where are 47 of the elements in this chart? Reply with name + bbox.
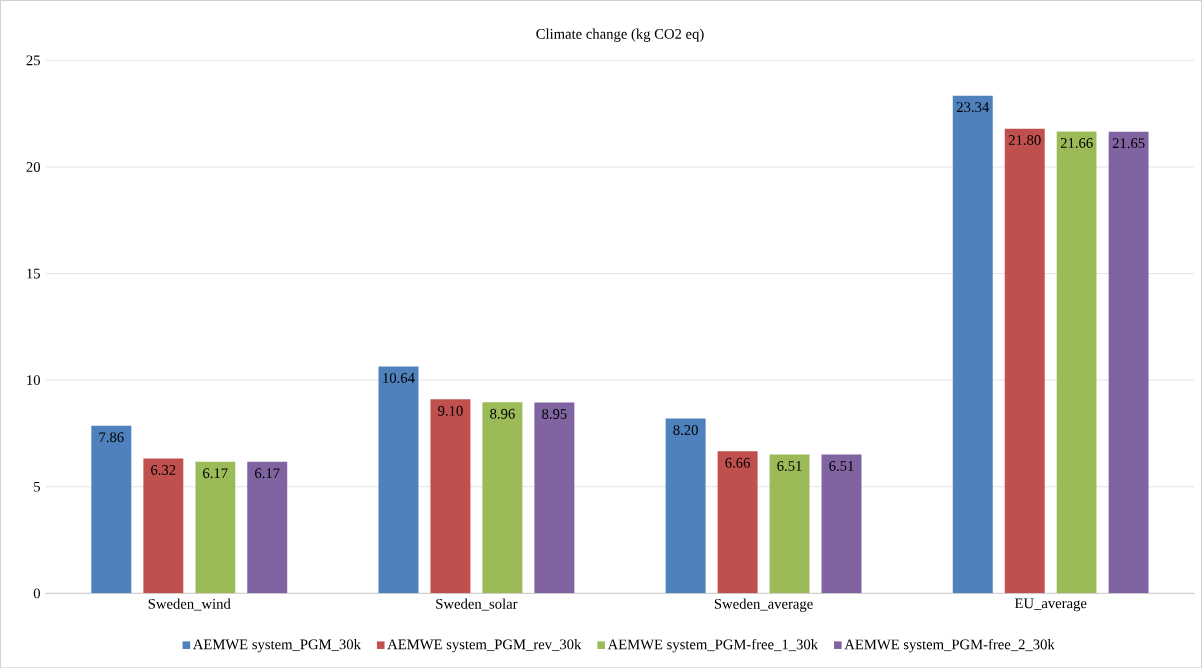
bar — [534, 402, 575, 594]
y-tick-label: 5 — [34, 481, 40, 492]
legend-label: AEMWE system_PGM-free_1_30k — [607, 638, 819, 653]
bar — [665, 418, 706, 594]
x-tick-label: Sweden_wind — [148, 598, 231, 611]
chart-title: Climate change (kg CO2 eq) — [536, 28, 704, 42]
legend-label: AEMWE system_PGM_rev_30k — [387, 638, 582, 653]
bar — [1108, 131, 1149, 594]
data-label: 6.51 — [777, 460, 802, 471]
data-label: 10.64 — [383, 372, 415, 383]
y-tick-label: 0 — [33, 588, 40, 599]
y-tick-label: 20 — [26, 161, 40, 172]
x-tick-label: Sweden_solar — [436, 598, 518, 611]
bar — [430, 399, 471, 594]
data-label: 6.17 — [203, 468, 228, 479]
data-label: 6.17 — [255, 468, 280, 479]
bar — [717, 451, 758, 594]
y-tick-label: 15 — [27, 268, 40, 279]
data-label: 21.66 — [1060, 137, 1093, 148]
bar — [821, 454, 862, 594]
x-tick-label: Sweden_average — [714, 598, 813, 612]
legend-label: AEMWE system_PGM_30k — [192, 638, 361, 653]
y-tick-label: 25 — [26, 55, 40, 66]
data-label: 8.95 — [542, 408, 567, 419]
data-label: 6.66 — [725, 457, 750, 468]
data-label: 7.86 — [99, 432, 124, 443]
bar — [247, 461, 288, 594]
data-label: 23.34 — [956, 102, 990, 112]
data-label: 6.32 — [151, 464, 176, 475]
data-label: 21.65 — [1112, 138, 1145, 149]
bar — [195, 461, 236, 594]
bar — [1004, 128, 1045, 594]
data-label: 6.51 — [829, 460, 854, 471]
data-label: 8.20 — [673, 424, 698, 435]
data-label: 21.80 — [1008, 134, 1041, 145]
data-label: 9.10 — [438, 405, 463, 416]
bar — [952, 95, 993, 594]
bar — [91, 425, 132, 594]
data-label: 8.96 — [490, 408, 515, 419]
bar — [482, 402, 523, 594]
bar — [1056, 131, 1097, 594]
bar — [143, 458, 184, 594]
legend-label: AEMWE system_PGM-free_2_30k — [844, 638, 1055, 653]
bar — [378, 366, 419, 594]
y-tick-label: 10 — [27, 375, 40, 385]
bar — [769, 454, 810, 594]
x-tick-label: EU_average — [1014, 598, 1087, 612]
